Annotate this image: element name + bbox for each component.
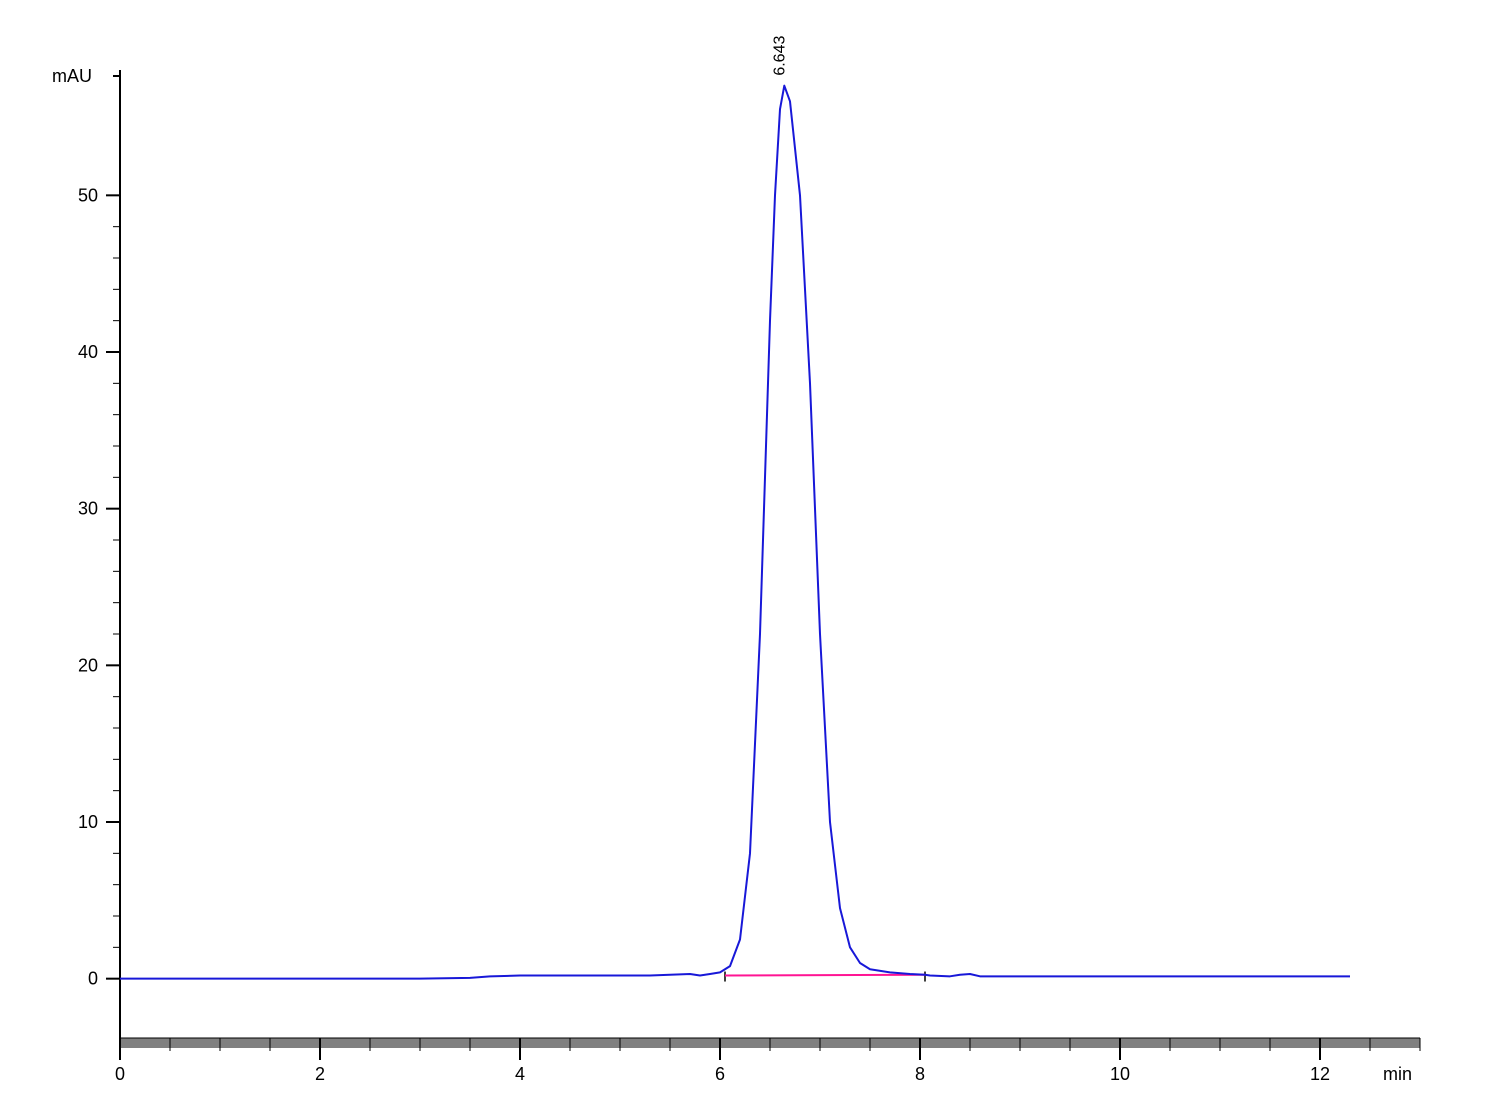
chromatogram-chart: 0 10 20 30 40 50 mAU 0 2 4 6 8 10 12 min 6.643 [0, 0, 1500, 1100]
svg-text:6.643: 6.643 [771, 36, 788, 76]
chart-svg: 0 10 20 30 40 50 mAU 0 2 4 6 8 10 12 min 6.643 [0, 0, 1500, 1100]
svg-text:30: 30 [78, 499, 98, 519]
svg-text:0: 0 [88, 969, 98, 989]
svg-text:mAU: mAU [52, 66, 92, 86]
svg-text:12: 12 [1310, 1064, 1330, 1084]
svg-text:0: 0 [115, 1064, 125, 1084]
svg-text:6: 6 [715, 1064, 725, 1084]
svg-text:10: 10 [1110, 1064, 1130, 1084]
svg-text:40: 40 [78, 342, 98, 362]
svg-text:20: 20 [78, 655, 98, 675]
svg-text:50: 50 [78, 185, 98, 205]
svg-text:8: 8 [915, 1064, 925, 1084]
svg-text:4: 4 [515, 1064, 525, 1084]
svg-text:min: min [1383, 1064, 1412, 1084]
svg-text:2: 2 [315, 1064, 325, 1084]
svg-text:10: 10 [78, 812, 98, 832]
